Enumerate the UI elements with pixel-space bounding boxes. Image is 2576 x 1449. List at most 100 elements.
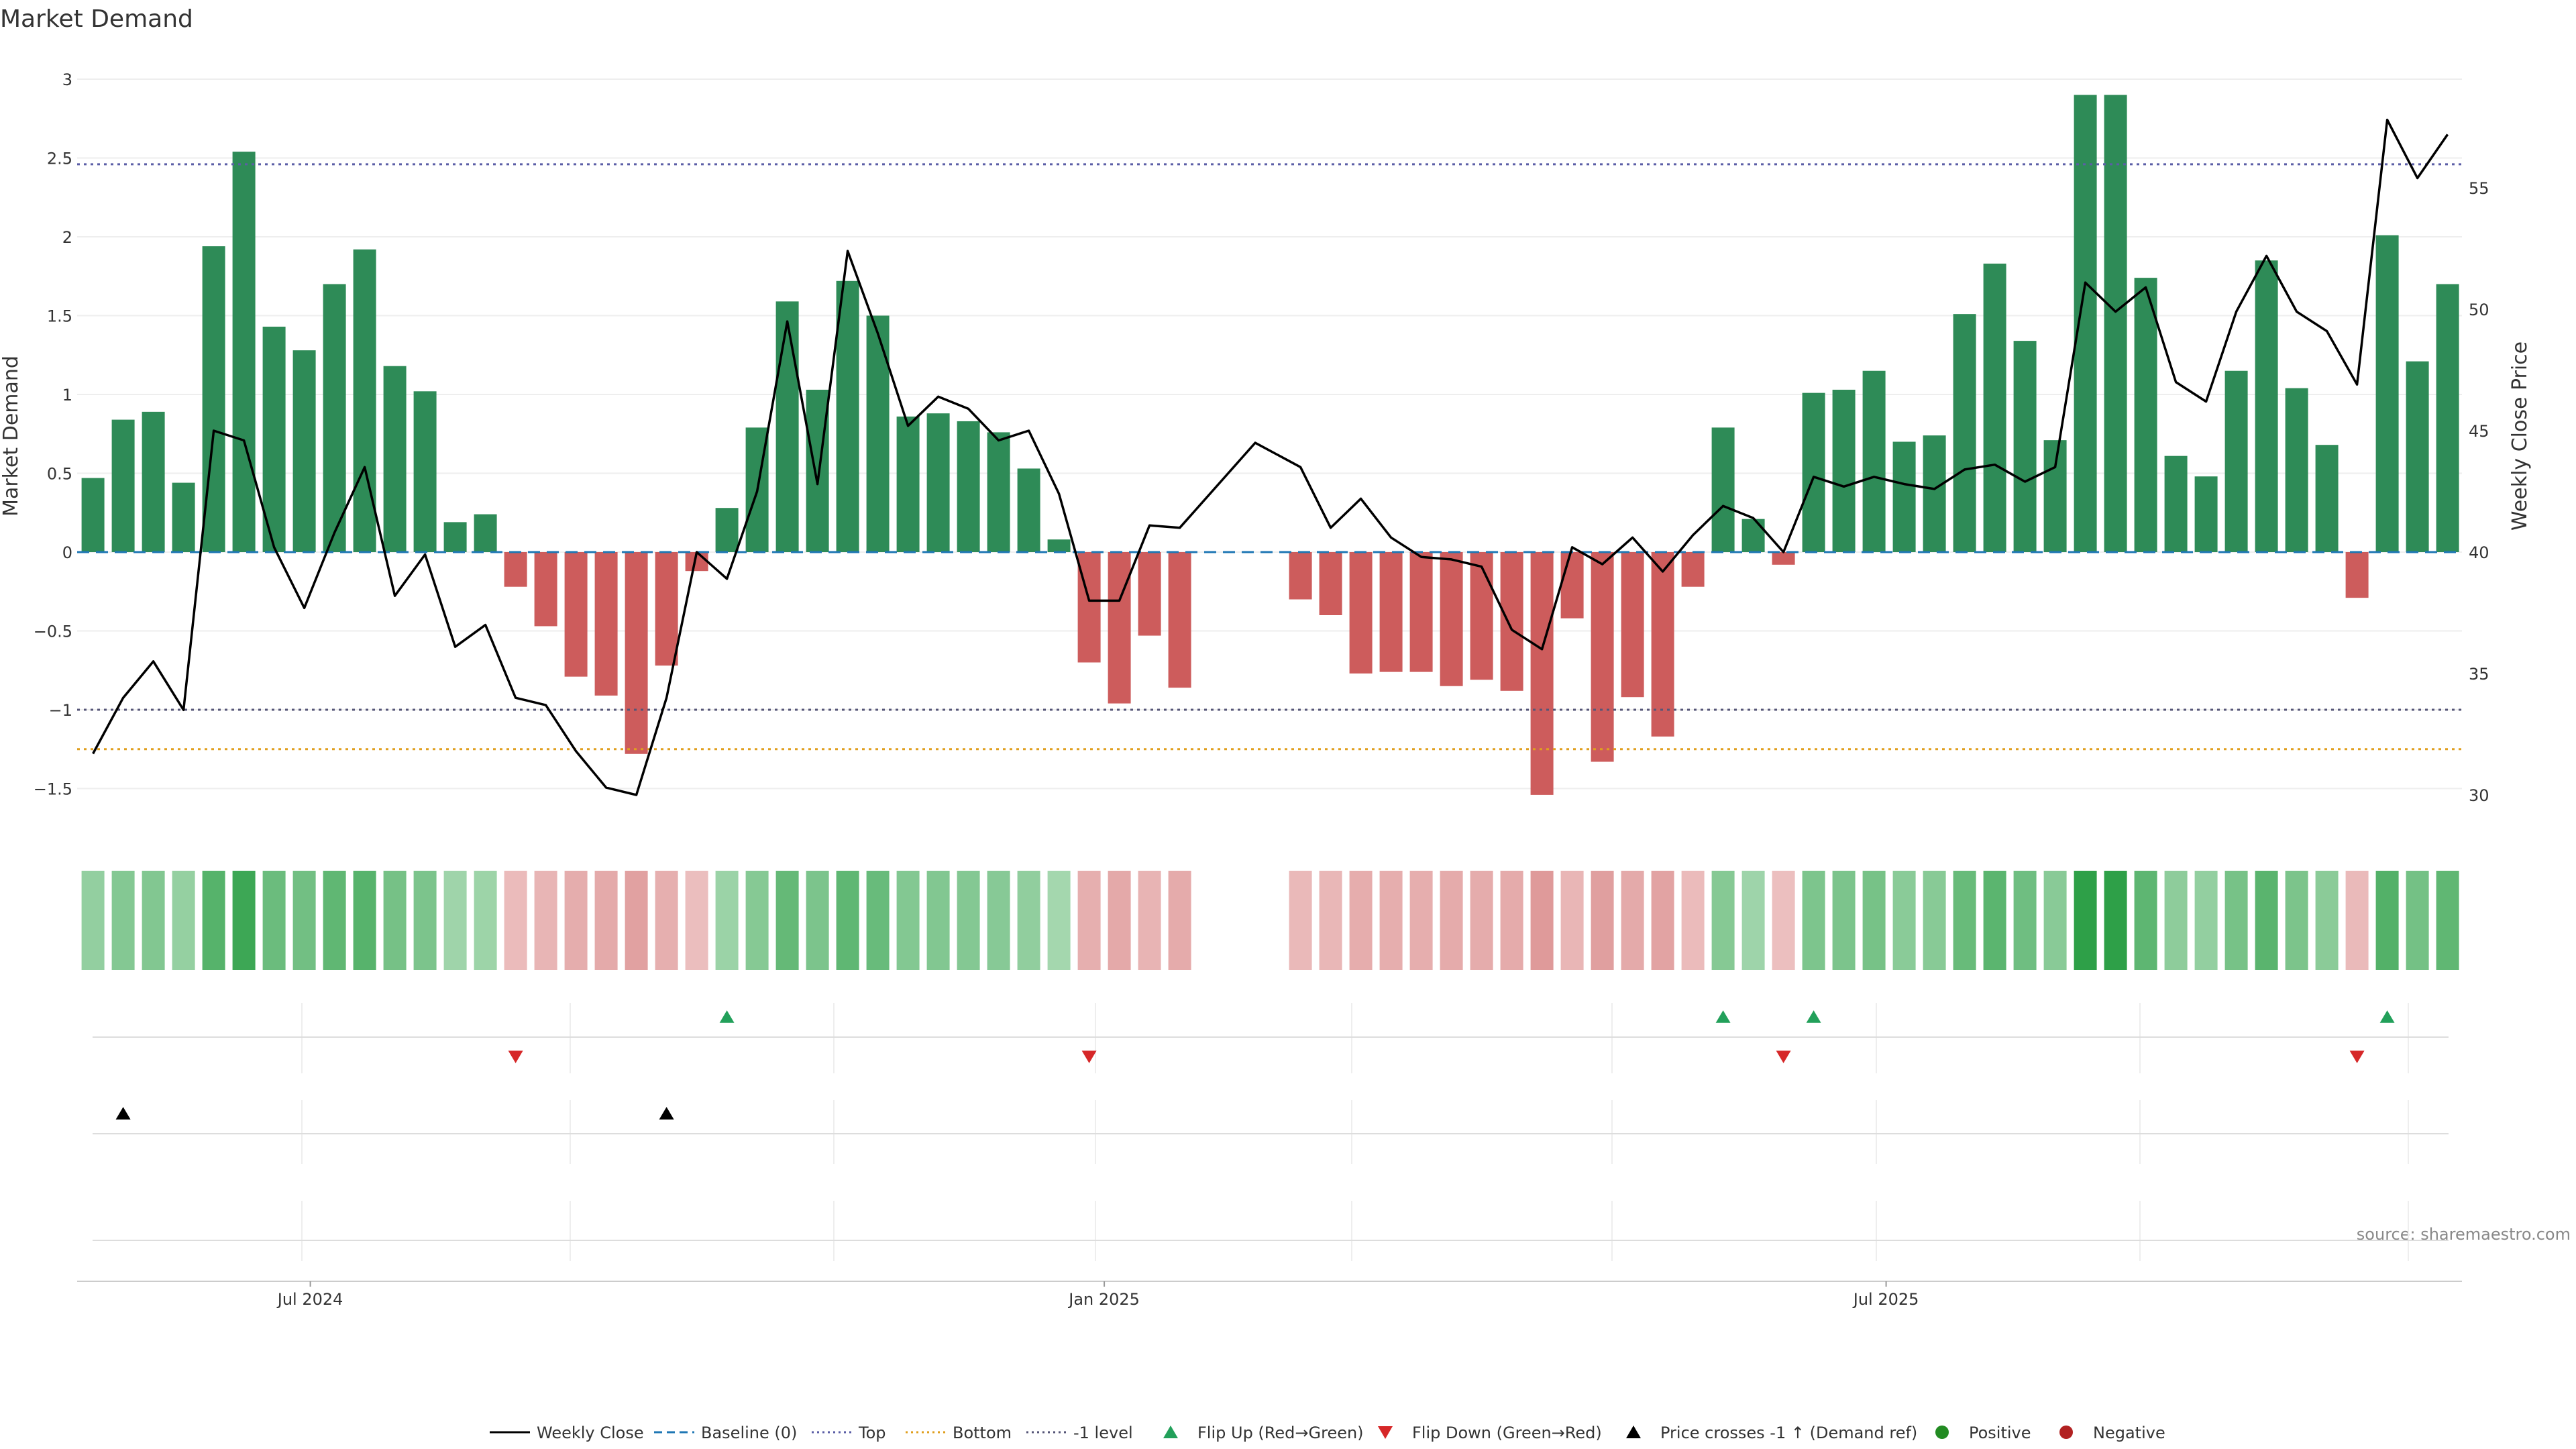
flip-down-marker — [508, 1051, 523, 1063]
strength-cell — [1349, 871, 1373, 970]
legend-label: Baseline (0) — [701, 1424, 797, 1442]
legend-label: Price crosses -1 ↑ (Demand ref) — [1660, 1424, 1917, 1442]
strength-cell — [1440, 871, 1463, 970]
legend-swatch — [1626, 1426, 1641, 1438]
strength-cell — [1379, 871, 1403, 970]
strength-cell — [413, 871, 437, 970]
weekly-close-line — [92, 118, 2449, 796]
strength-cell — [1681, 871, 1705, 970]
y-tick-label: −1 — [49, 701, 72, 720]
demand-bar — [2285, 388, 2308, 552]
legend-label: Bottom — [953, 1424, 1012, 1442]
strength-cell — [81, 871, 105, 970]
y-tick-label: 1.5 — [47, 307, 72, 326]
strength-cell — [2104, 871, 2127, 970]
demand-bar — [383, 366, 407, 552]
x-tick-label: Jul 2024 — [276, 1290, 343, 1309]
y2-tick-label: 50 — [2469, 301, 2489, 319]
strength-cell — [202, 871, 225, 970]
y-tick-label: 0.5 — [47, 465, 72, 484]
demand-bar — [1530, 552, 1554, 795]
demand-bar — [625, 552, 648, 754]
demand-bar — [1711, 427, 1735, 552]
legend-swatch — [2059, 1426, 2073, 1439]
y-tick-label: −0.5 — [34, 623, 72, 641]
strength-cell — [292, 871, 316, 970]
strength-cell — [1923, 871, 1946, 970]
demand-bar — [142, 411, 165, 552]
demand-bar — [534, 552, 557, 627]
legend-label: Positive — [1969, 1424, 2031, 1442]
demand-bar — [957, 421, 980, 552]
strength-cell — [1409, 871, 1433, 970]
strength-cell — [1711, 871, 1735, 970]
demand-bar — [474, 514, 497, 552]
demand-bar — [564, 552, 588, 677]
demand-bar — [111, 419, 135, 552]
demand-bar — [1108, 552, 1131, 704]
strength-cell — [564, 871, 588, 970]
demand-bar — [1651, 552, 1674, 737]
demand-bar — [836, 280, 859, 552]
demand-bar — [1138, 552, 1161, 636]
strength-cell — [2436, 871, 2459, 970]
y2-axis-ticks: 30 35 40 45 50 55 — [2469, 179, 2489, 805]
demand-bar — [2043, 440, 2067, 552]
strength-cell — [443, 871, 467, 970]
strength-cell — [2406, 871, 2429, 970]
demand-bar — [655, 552, 678, 666]
strength-cell — [655, 871, 678, 970]
demand-bar — [1017, 468, 1040, 552]
strength-cell — [1892, 871, 1916, 970]
strength-cell — [926, 871, 950, 970]
demand-bar — [323, 284, 346, 552]
demand-bar — [504, 552, 527, 587]
strength-cell — [1953, 871, 1976, 970]
strength-cell — [957, 871, 980, 970]
demand-bar — [866, 315, 890, 552]
x-tick-label: Jul 2025 — [1852, 1290, 1919, 1309]
strength-cell — [625, 871, 648, 970]
strength-cell — [1983, 871, 2006, 970]
y2-tick-label: 35 — [2469, 665, 2489, 684]
strength-cell — [1530, 871, 1554, 970]
strength-cell — [685, 871, 708, 970]
demand-bar — [1832, 389, 1856, 552]
demand-bar — [232, 152, 256, 553]
demand-bar — [1470, 552, 1493, 680]
legend: Weekly Close Baseline (0) Top Bottom -1 leve… — [490, 1424, 2165, 1442]
strength-cell — [172, 871, 195, 970]
demand-bar — [715, 508, 739, 552]
reference-lines — [77, 163, 2462, 751]
strength-cell — [2285, 871, 2308, 970]
strength-cell — [2315, 871, 2339, 970]
legend-label: Flip Up (Red→Green) — [1197, 1424, 1364, 1442]
strength-cell — [383, 871, 407, 970]
flip-up-marker — [719, 1010, 735, 1023]
strength-cell — [836, 871, 859, 970]
demand-bar — [1047, 539, 1071, 552]
y-tick-label: 3 — [62, 70, 72, 89]
demand-bar — [1802, 392, 1825, 552]
strength-cell — [1500, 871, 1523, 970]
demand-bar — [1319, 552, 1342, 615]
strength-cell — [1017, 871, 1040, 970]
demand-bar — [262, 326, 286, 552]
demand-bar — [1591, 552, 1614, 762]
strength-cell — [1772, 871, 1795, 970]
y-tick-label: 1 — [62, 386, 72, 405]
demand-bar — [1379, 552, 1403, 672]
demand-bars — [81, 95, 2459, 795]
strength-cell — [2224, 871, 2248, 970]
strength-cell — [2255, 871, 2278, 970]
demand-bar — [1862, 370, 1886, 552]
y-axis-label: Market Demand — [0, 356, 23, 517]
demand-bar — [2224, 370, 2248, 552]
demand-bar — [1349, 552, 1373, 674]
y2-tick-label: 30 — [2469, 786, 2489, 805]
demand-bar — [2104, 95, 2127, 552]
strength-cell — [987, 871, 1010, 970]
strength-cell — [353, 871, 376, 970]
demand-bar — [1953, 314, 1976, 552]
